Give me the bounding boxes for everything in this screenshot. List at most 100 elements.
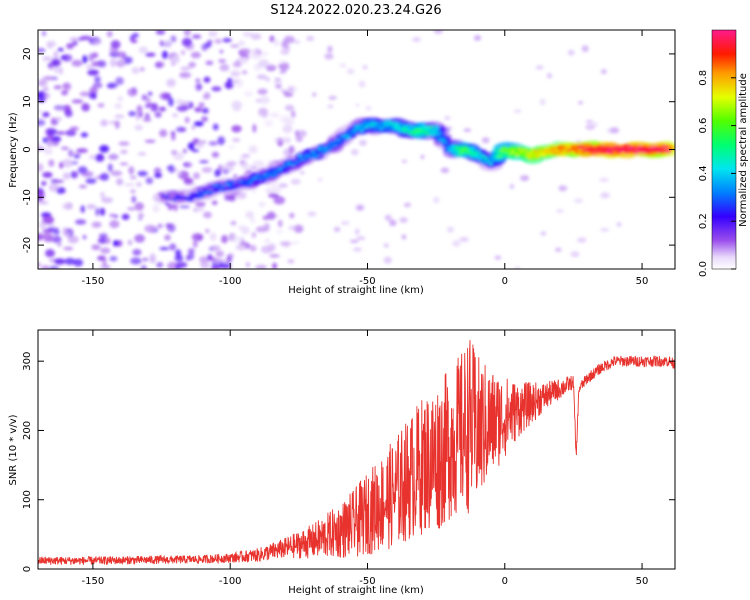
noise-blob <box>290 110 296 118</box>
ridge-blob <box>484 158 489 161</box>
ridge-blob <box>219 188 223 191</box>
ridge-blob <box>443 140 447 143</box>
ridge-blob <box>458 151 463 154</box>
noise-blob <box>187 248 195 253</box>
x-tick-label: -100 <box>219 276 242 287</box>
colorbar-gradient <box>711 29 737 270</box>
noise-blob <box>95 207 100 217</box>
noise-blob <box>230 221 237 226</box>
noise-blob <box>192 34 202 39</box>
ridge-blob <box>194 196 199 199</box>
noise-blob <box>78 184 87 189</box>
noise-blob <box>51 58 62 67</box>
noise-blob <box>207 39 213 45</box>
noise-blob <box>268 243 276 252</box>
noise-blob <box>199 256 209 263</box>
noise-blob <box>179 72 192 79</box>
noise-blob <box>174 255 184 262</box>
noise-blob <box>444 115 451 121</box>
noise-blob <box>539 98 546 106</box>
noise-blob <box>226 161 237 166</box>
ridge-blob <box>345 135 351 139</box>
noise-blob <box>167 223 176 233</box>
noise-blob <box>258 59 270 68</box>
noise-blob <box>208 141 218 146</box>
noise-blob <box>46 40 57 47</box>
ridge-blob <box>381 126 386 129</box>
snr-y-ticks: 0 100 200 300 <box>22 352 675 572</box>
noise-blob <box>263 222 270 232</box>
noise-blob <box>68 149 74 158</box>
noise-blob <box>280 89 285 93</box>
noise-blob <box>128 166 135 175</box>
noise-blob <box>279 241 291 246</box>
ridge-blob <box>308 153 313 156</box>
noise-blob <box>60 55 68 60</box>
noise-blob <box>198 102 205 108</box>
ridge-blob <box>524 149 529 152</box>
noise-blob <box>284 118 295 126</box>
noise-blob <box>61 146 69 151</box>
ridge-blob <box>506 149 511 152</box>
noise-blob <box>42 111 50 118</box>
ridge-blob <box>547 151 553 155</box>
noise-blob <box>235 244 246 251</box>
noise-blob <box>567 49 575 56</box>
spectrogram-y-label: Frequency (Hz) <box>8 112 19 188</box>
ridge-blob <box>572 149 577 152</box>
noise-blob <box>250 33 262 40</box>
noise-blob <box>171 55 180 64</box>
noise-blob <box>432 196 440 204</box>
noise-blob <box>205 60 214 66</box>
noise-blob <box>355 204 365 211</box>
noise-blob <box>161 50 169 59</box>
noise-blob <box>194 107 202 113</box>
noise-blob <box>384 214 392 221</box>
noise-blob <box>276 228 284 234</box>
noise-blob <box>71 152 82 156</box>
ridge-blob <box>337 139 342 142</box>
noise-blob <box>317 177 323 183</box>
noise-blob <box>168 164 175 174</box>
noise-blob <box>275 83 282 89</box>
noise-blob <box>121 213 130 220</box>
noise-blob <box>600 69 607 75</box>
noise-blob <box>219 63 230 72</box>
noise-blob <box>256 74 267 80</box>
noise-blob <box>230 44 240 48</box>
noise-blob <box>38 200 49 205</box>
noise-blob <box>136 105 143 114</box>
noise-blob <box>232 138 241 142</box>
noise-blob <box>195 78 201 83</box>
ridge-blob <box>479 154 485 157</box>
ridge-blob <box>229 183 234 187</box>
x-tick-label: 0 <box>502 576 508 587</box>
noise-blob <box>271 186 283 194</box>
noise-blob <box>183 30 191 37</box>
noise-blob <box>214 38 222 44</box>
ridge-blob <box>456 146 461 149</box>
snr-x-label: Height of straight line (km) <box>288 585 424 596</box>
noise-blob <box>54 106 66 112</box>
noise-blob <box>57 47 64 52</box>
noise-blob <box>199 160 209 164</box>
ridge-blob <box>214 183 219 187</box>
noise-blob <box>585 124 596 130</box>
noise-blob <box>38 163 44 172</box>
noise-blob <box>433 30 443 34</box>
ridge-blob <box>361 124 366 128</box>
ridge-blob <box>570 145 574 148</box>
noise-blob <box>349 239 359 243</box>
ridge-blob <box>425 132 430 135</box>
noise-blob <box>69 126 79 131</box>
noise-blob <box>127 207 136 211</box>
noise-blob <box>132 249 142 256</box>
ridge-blob <box>238 179 243 183</box>
noise-blob <box>214 169 222 177</box>
noise-blob <box>200 261 210 269</box>
noise-blob <box>157 223 163 229</box>
noise-blob <box>252 123 257 133</box>
noise-blob <box>481 137 490 144</box>
noise-blob <box>99 145 110 153</box>
noise-blob <box>383 256 392 264</box>
